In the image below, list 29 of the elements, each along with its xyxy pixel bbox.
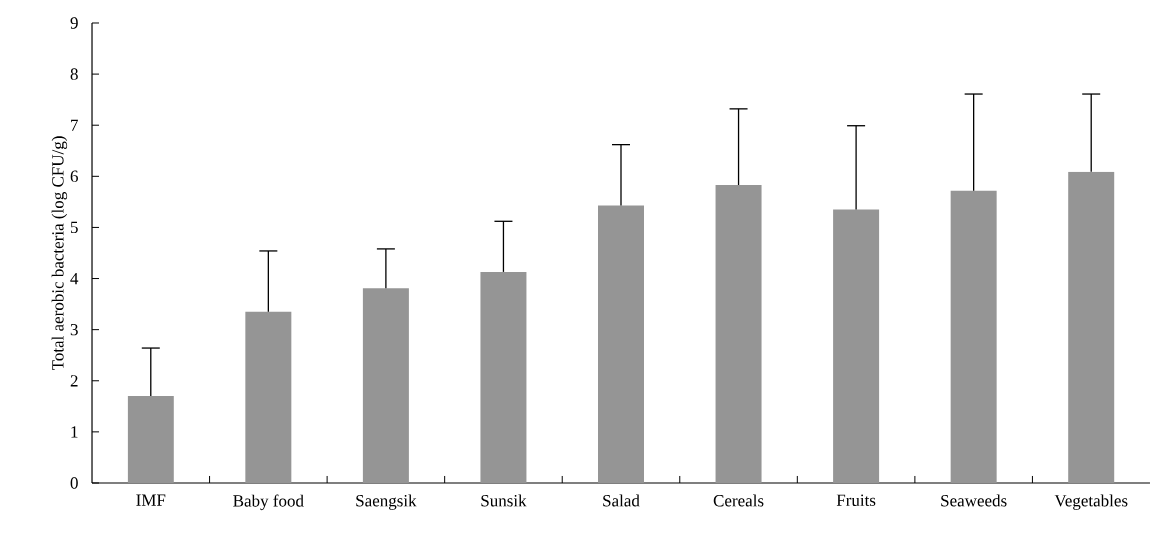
x-tick-label: Saengsik xyxy=(356,494,417,510)
y-tick-label: 6 xyxy=(70,170,78,183)
y-tick-label: 9 xyxy=(70,17,78,29)
bar xyxy=(362,288,409,483)
bar xyxy=(950,190,997,483)
bar xyxy=(833,209,880,483)
x-tick-label: Salad xyxy=(603,494,640,507)
y-tick-label: 3 xyxy=(70,323,78,336)
x-tick-label: IMF xyxy=(136,494,166,506)
bar xyxy=(127,396,174,483)
x-tick-label: Vegetables xyxy=(1054,494,1128,510)
y-tick-label: 0 xyxy=(70,477,78,489)
y-axis-title: Total aerobic bacteria (log CFU/g) xyxy=(51,136,68,371)
y-tick-label: 2 xyxy=(70,375,78,387)
x-tick-label: Seaweeds xyxy=(941,494,1007,507)
y-tick-label: 5 xyxy=(70,221,78,234)
bar xyxy=(1068,171,1115,483)
x-tick-label: Fruits xyxy=(836,494,876,506)
y-tick-label: 8 xyxy=(70,68,78,80)
y-tick-label: 1 xyxy=(71,426,78,438)
y-tick-label: 4 xyxy=(70,272,79,285)
x-tick-label: Cereals xyxy=(713,494,764,507)
x-tick-label: Baby food xyxy=(233,494,304,511)
y-tick-label: 7 xyxy=(71,119,78,131)
bar xyxy=(480,271,527,483)
bar xyxy=(598,205,644,483)
bar xyxy=(245,311,292,483)
x-tick-label: Sunsik xyxy=(481,494,527,507)
bar xyxy=(715,185,762,483)
